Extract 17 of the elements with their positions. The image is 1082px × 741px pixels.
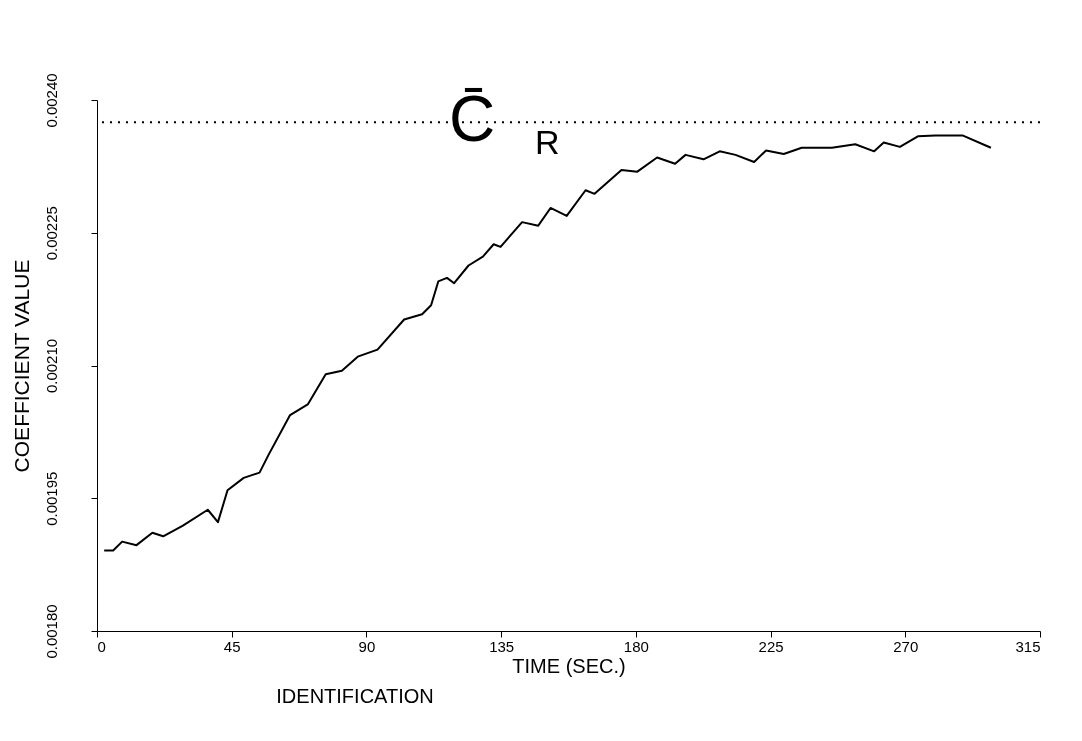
y-tick-label: 0.00195 — [42, 471, 60, 526]
x-tick-label: 225 — [758, 637, 784, 655]
ref-line-label: C̄R — [449, 83, 560, 162]
y-tick-label: 0.00240 — [42, 73, 60, 128]
x-tick-label: 315 — [1015, 637, 1041, 655]
y-axis-title: COEFFICIENT VALUE — [9, 259, 33, 473]
text: IDENTIFICATION — [276, 685, 434, 707]
x-tick-label: 135 — [489, 637, 515, 655]
y-tick-label: 0.00225 — [42, 206, 60, 261]
x-tick-label: 45 — [223, 637, 241, 655]
x-tick-label: 270 — [893, 637, 919, 655]
y-tick-label: 0.00180 — [42, 604, 60, 659]
y-tick-label: 0.00210 — [42, 338, 60, 394]
x-axis-title: TIME (SEC.) — [512, 654, 626, 677]
x-tick-label: 180 — [623, 637, 649, 655]
x-tick-label: 90 — [358, 637, 376, 655]
x-tick-label: 0 — [97, 637, 106, 655]
